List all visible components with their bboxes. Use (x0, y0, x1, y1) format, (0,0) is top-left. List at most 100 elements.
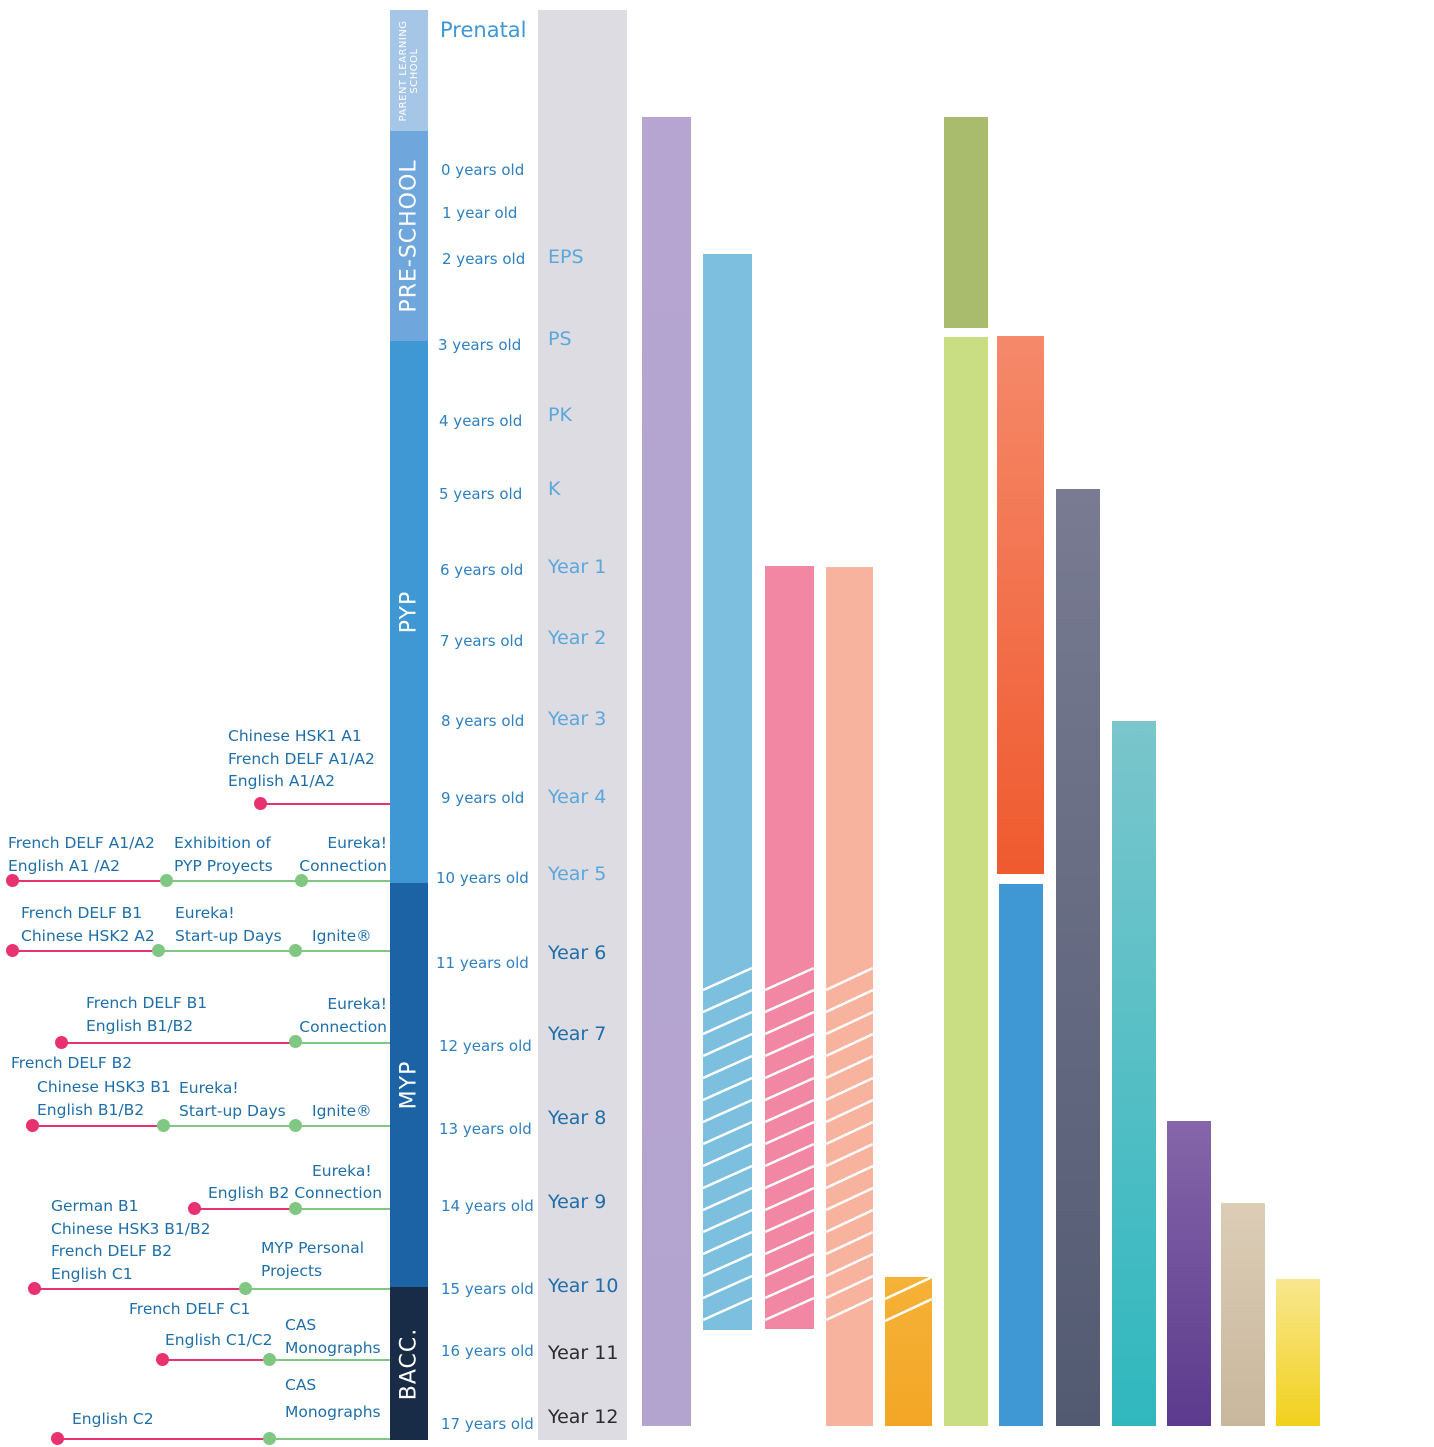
hatch-line (764, 1274, 815, 1300)
milestone-dot (263, 1353, 276, 1366)
hatch-line (764, 1252, 815, 1278)
hatch-line (702, 1296, 753, 1322)
milestone-dot (254, 797, 267, 810)
milestone-dot (239, 1282, 252, 1295)
program-bar-6 (944, 117, 988, 328)
age-label: 15 years old (441, 1280, 534, 1298)
stage-parent-learning-school: PARENT LEARNING SCHOOL (390, 10, 428, 131)
hatch-line (825, 988, 874, 1014)
milestone-note: Eureka! Connection (299, 834, 387, 875)
hatch-line (825, 1230, 874, 1256)
milestone-line (162, 1359, 270, 1361)
hatch-line (884, 1275, 933, 1301)
program-bar-7 (944, 337, 988, 1426)
milestone-note: Eureka! Start-up Days (175, 904, 282, 945)
milestone-dot (295, 874, 308, 887)
milestone-dot (160, 874, 173, 887)
milestone-dot (188, 1202, 201, 1215)
milestone-note: German B1 Chinese HSK3 B1/B2 French DELF… (51, 1197, 211, 1283)
program-bar-11 (1112, 721, 1156, 1426)
milestone-note: Eureka! Start-up Days (179, 1079, 286, 1120)
hatch-line (764, 1032, 815, 1058)
hatch-line (825, 1032, 874, 1058)
age-label: 7 years old (440, 632, 524, 650)
hatch-line (702, 1054, 753, 1080)
age-label: 4 years old (439, 412, 523, 430)
hatch-line (702, 1098, 753, 1124)
milestone-dot (289, 1119, 302, 1132)
program-bar-13 (1221, 1203, 1265, 1426)
milestone-note: Ignite® (312, 1102, 372, 1120)
hatch-line (825, 1186, 874, 1212)
milestone-dot (152, 944, 165, 957)
age-label: 3 years old (438, 336, 522, 354)
milestone-note: English C1/C2 (165, 1331, 273, 1349)
milestone-line (12, 880, 167, 882)
milestone-line (296, 1042, 390, 1044)
grade-label: EPS (548, 246, 584, 268)
program-bar-10 (1056, 489, 1100, 1426)
hatch-line (764, 1142, 815, 1168)
grade-label: K (548, 478, 561, 500)
milestone-dot (156, 1353, 169, 1366)
milestone-line (12, 950, 159, 952)
milestone-line (159, 950, 390, 952)
hatch-line (702, 1164, 753, 1190)
age-label: 2 years old (442, 250, 526, 268)
program-bar-14 (1276, 1279, 1320, 1426)
milestone-line (270, 1438, 390, 1440)
grade-label: Year 11 (548, 1342, 619, 1364)
program-bar-8 (997, 336, 1044, 874)
milestone-line (35, 1288, 246, 1290)
program-bar-3 (765, 566, 814, 1329)
age-label: 5 years old (439, 485, 523, 503)
hatch-line (825, 1076, 874, 1102)
age-label: 13 years old (439, 1120, 532, 1138)
milestone-line (167, 880, 390, 882)
hatch-line (702, 988, 753, 1014)
hatch-line (764, 1120, 815, 1146)
hatch-line (825, 1098, 874, 1124)
milestone-dot (28, 1282, 41, 1295)
hatch-line (764, 1010, 815, 1036)
program-bar-1 (642, 117, 691, 1426)
milestone-note: Monographs (285, 1403, 381, 1421)
grade-label: Year 9 (548, 1191, 607, 1213)
grade-label: Year 12 (548, 1406, 619, 1428)
milestone-note: French DELF B1 Chinese HSK2 A2 (21, 904, 155, 945)
grade-column-background (538, 10, 627, 1440)
milestone-note: Ignite® (312, 927, 372, 945)
age-label: 10 years old (436, 869, 529, 887)
age-label: 16 years old (441, 1342, 534, 1360)
milestone-dot (51, 1432, 64, 1445)
milestone-dot (6, 874, 19, 887)
grade-label: Year 5 (548, 863, 607, 885)
hatch-line (702, 1032, 753, 1058)
milestone-dot (289, 1202, 302, 1215)
milestone-line (246, 1288, 390, 1290)
hatch-line (702, 1208, 753, 1234)
hatch-line (764, 1186, 815, 1212)
milestone-dot (6, 944, 19, 957)
hatch-line (764, 1208, 815, 1234)
milestone-dot (289, 1035, 302, 1048)
age-label: 14 years old (441, 1197, 534, 1215)
milestone-line (58, 1438, 270, 1440)
hatch-line (702, 1252, 753, 1278)
milestone-line (260, 803, 390, 805)
grade-label: Year 7 (548, 1023, 607, 1045)
grade-label: Year 3 (548, 708, 607, 730)
hatch-line (702, 1010, 753, 1036)
hatch-line (764, 1054, 815, 1080)
milestone-note: French DELF B2 (11, 1054, 133, 1072)
age-label: 0 years old (441, 161, 525, 179)
hatch-line (764, 1164, 815, 1190)
milestone-note: CAS (285, 1376, 317, 1394)
hatch-line (825, 1142, 874, 1168)
milestone-note: French DELF A1/A2 English A1 /A2 (8, 834, 155, 875)
hatch-line (825, 1296, 874, 1322)
hatch-line (825, 1208, 874, 1234)
hatch-line (764, 1098, 815, 1124)
hatch-line (825, 1274, 874, 1300)
